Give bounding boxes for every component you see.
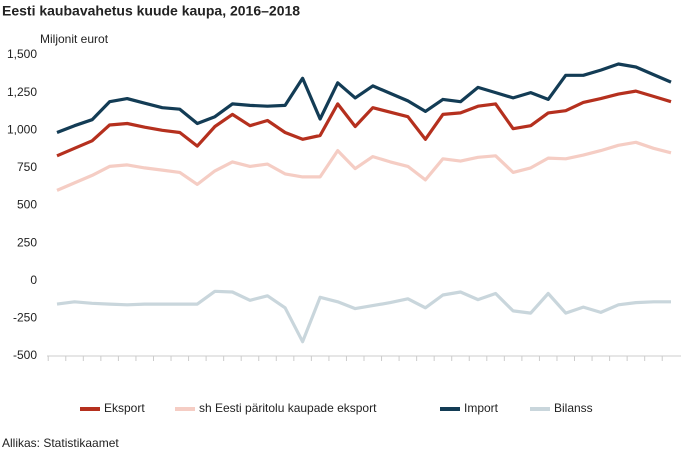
legend-label: Eksport xyxy=(104,401,145,415)
y-tick-label: 1,500 xyxy=(7,47,37,61)
y-tick-label: 500 xyxy=(17,198,37,212)
legend-label: sh Eesti päritolu kaupade eksport xyxy=(199,401,377,415)
y-tick-label: 1,000 xyxy=(7,122,37,136)
legend-label: Bilanss xyxy=(554,401,593,415)
y-tick-label: -500 xyxy=(13,348,37,362)
y-axis-label: Miljonit eurot xyxy=(40,32,109,46)
y-tick-label: 250 xyxy=(17,235,37,249)
y-tick-label: 750 xyxy=(17,160,37,174)
y-tick-label: 0 xyxy=(30,273,37,287)
series-line xyxy=(56,140,672,192)
y-tick-label: 1,250 xyxy=(7,85,37,99)
y-tick-label: -250 xyxy=(13,311,37,325)
legend-label: Import xyxy=(464,401,499,415)
series-line xyxy=(56,62,672,134)
series-line xyxy=(56,89,672,158)
series-line xyxy=(56,289,671,344)
chart-title: Eesti kaubavahetus kuude kaupa, 2016–201… xyxy=(2,3,300,19)
source: Allikas: Statistikaamet xyxy=(2,436,119,450)
